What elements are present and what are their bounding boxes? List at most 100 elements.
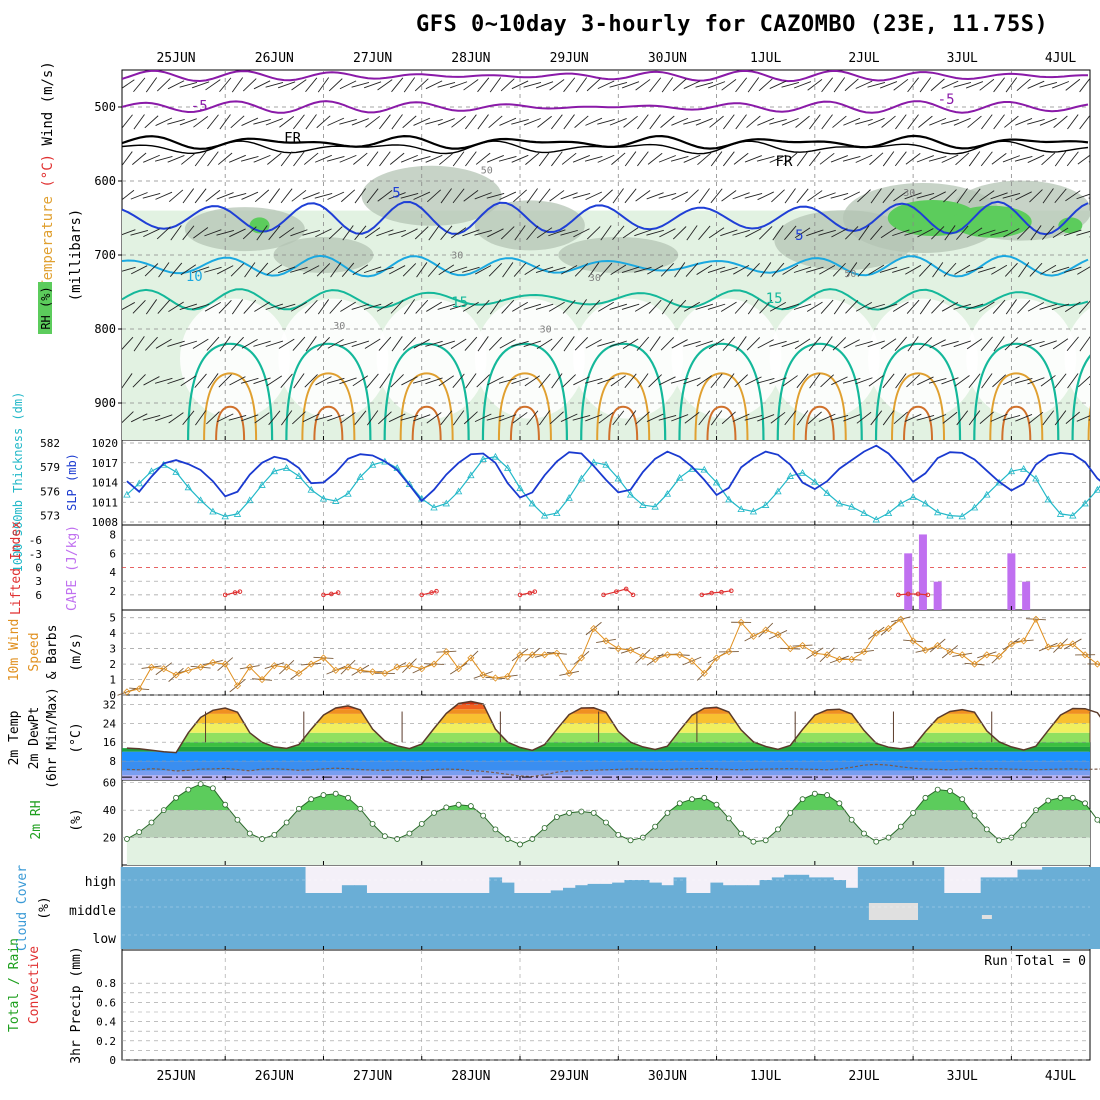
- cloud-high-bar: [661, 885, 675, 893]
- x-top-label: 1JUL: [750, 51, 781, 66]
- wind-barb: [462, 266, 480, 273]
- wind-speed-point: [860, 648, 868, 656]
- wind-barb: [277, 303, 296, 310]
- cloud-high-bar: [759, 880, 773, 893]
- wind-barb: [253, 340, 271, 347]
- wind-barb: [993, 114, 1005, 130]
- wind-barb: [440, 225, 453, 241]
- wind-barb: [511, 119, 529, 125]
- wind-barb: [1091, 338, 1100, 350]
- wind-speed-point: [184, 666, 192, 674]
- wind-barb: [207, 373, 219, 389]
- wind-barb: [487, 228, 504, 238]
- x-bottom-label: 2JUL: [848, 1069, 879, 1084]
- wind-barb: [612, 188, 624, 204]
- wind-speed-point: [884, 624, 893, 633]
- wind-barb: [855, 377, 873, 385]
- wind-barb: [425, 377, 443, 385]
- wind-barb: [931, 299, 945, 314]
- x-bottom-label: 30JUN: [648, 1069, 687, 1084]
- wind-barb: [907, 77, 919, 93]
- wind-barb: [905, 264, 922, 275]
- rh-legend-swatch: [38, 282, 52, 334]
- wind-barb: [757, 191, 775, 201]
- contour-15: [122, 288, 1089, 311]
- upper-ylabel: Temperature (°C) Wind (m/s): [40, 61, 56, 289]
- cape-bar: [918, 534, 927, 610]
- wind-barb: [1014, 378, 1033, 384]
- contour-20-arch: [481, 342, 569, 440]
- wind-barb: [462, 301, 479, 312]
- wind-barb: [524, 264, 541, 276]
- wind-barb: [831, 376, 848, 386]
- wind-barb: [880, 338, 897, 350]
- x-bottom-label: 4JUL: [1045, 1069, 1076, 1084]
- cloud-middle-bar: [133, 893, 146, 921]
- wind-speed-point: [172, 671, 180, 679]
- wind-barb: [685, 189, 699, 203]
- thickness-point: [983, 490, 991, 498]
- wind-barb: [733, 265, 750, 275]
- wind-barb: [673, 299, 687, 314]
- thickness-point: [921, 499, 930, 507]
- wind-barb: [266, 264, 283, 276]
- wind-barb: [807, 79, 823, 91]
- wind-barb: [1064, 301, 1081, 313]
- wind-barb: [1051, 266, 1070, 273]
- wind-barb: [167, 340, 185, 347]
- wind-speed-point: [1020, 637, 1028, 645]
- wind-barb: [818, 229, 836, 236]
- wind-barb: [637, 373, 649, 389]
- wind-barb: [756, 156, 775, 162]
- wind-speed-point: [1044, 643, 1052, 651]
- wind-tick-label: 2: [109, 658, 116, 671]
- wind-barb: [1042, 188, 1054, 204]
- wind-barb: [844, 78, 859, 92]
- wind-barb: [168, 189, 184, 203]
- thickness-tick-label: 582: [40, 437, 60, 450]
- wind-barb: [391, 77, 404, 93]
- wind-barb: [366, 373, 379, 388]
- wind-barb: [352, 264, 369, 276]
- cloud-middle-bar: [820, 893, 834, 921]
- wind-barb: [277, 266, 296, 274]
- wind-speed-point: [246, 663, 254, 671]
- temp-ylabel-unit-part-0: (°C): [69, 722, 84, 753]
- wind-barb: [412, 377, 431, 384]
- wind-barb: [400, 154, 418, 163]
- cloud-low-bar: [341, 921, 355, 949]
- wind-speed-point: [934, 641, 942, 650]
- wind-barb: [438, 264, 455, 276]
- wind-barb: [660, 115, 675, 128]
- contour-20-arch: [285, 342, 372, 440]
- temp-band: [122, 751, 1090, 762]
- wind-barb: [351, 118, 369, 126]
- contour-30-arch: [313, 405, 344, 440]
- wind-barb: [882, 373, 895, 389]
- li-point: [699, 592, 705, 598]
- wind-barb: [426, 412, 442, 424]
- wind-barb: [793, 266, 812, 273]
- wind-barb: [978, 301, 995, 312]
- wind-barb: [253, 119, 271, 125]
- wind-barb: [265, 303, 284, 310]
- cloud-high-bar: [784, 874, 797, 893]
- wind-barb: [870, 188, 882, 204]
- wind-barb: [893, 190, 909, 202]
- wind-barb: [231, 299, 244, 315]
- cloud-low-bar: [661, 921, 675, 949]
- wind-barb: [769, 154, 787, 163]
- li-point: [905, 591, 911, 597]
- cloud-high-bar: [599, 883, 613, 893]
- wind-barb: [1002, 155, 1020, 163]
- wind-barb: [560, 192, 578, 200]
- cloud-middle-bar: [305, 893, 318, 921]
- wind-barb: [228, 414, 247, 421]
- cloud-low-bar: [931, 921, 945, 949]
- temp-tick-label: 8: [109, 755, 116, 768]
- wind-barb: [145, 299, 158, 315]
- wind-barb: [304, 374, 318, 388]
- wind-barb: [756, 377, 775, 384]
- rh-dry-pocket: [180, 298, 291, 419]
- wind-speed-point: [528, 651, 536, 659]
